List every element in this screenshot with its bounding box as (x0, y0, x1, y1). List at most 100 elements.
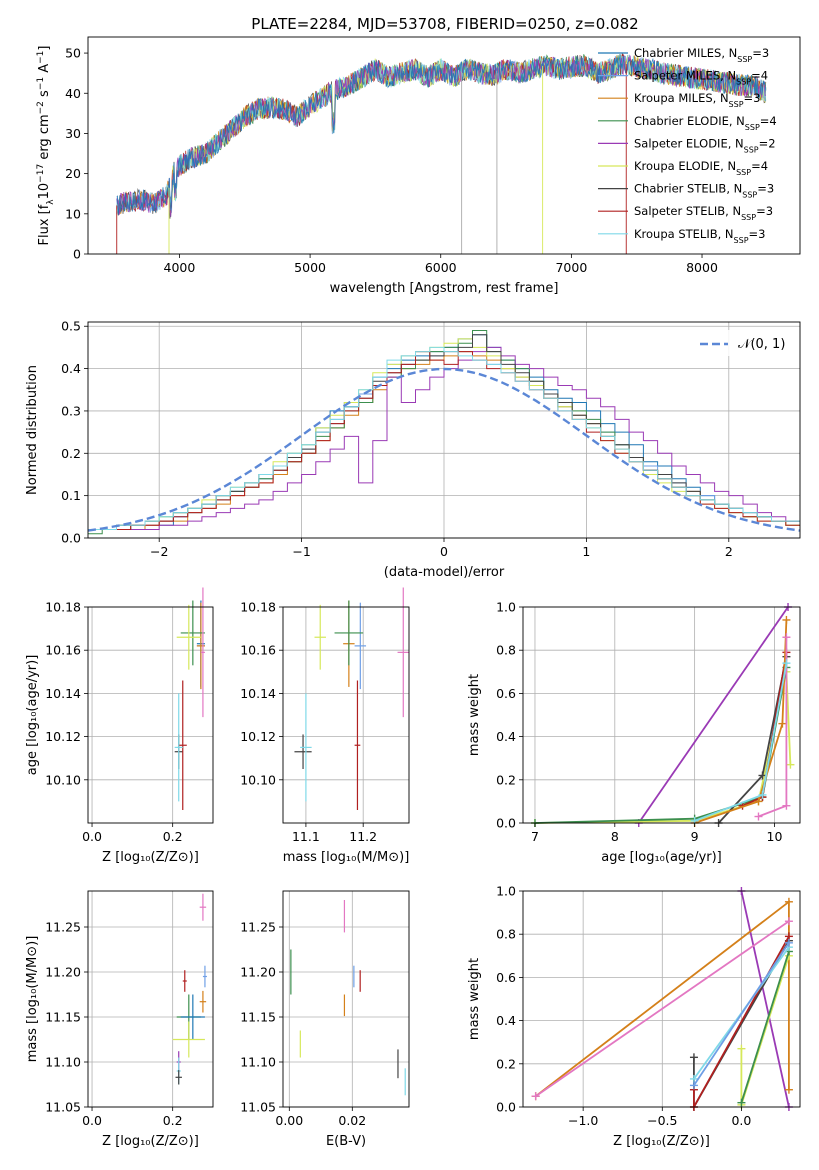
axes-mass_vs_Z: 0.0 0.2 11.05 11.10 11.15 11.20 11.25 Z [log₁₀(… (25, 890, 214, 1149)
x-tick-label: 0.2 (163, 1113, 183, 1128)
y-tick-label: 11.05 (240, 1100, 276, 1115)
axes-frame (522, 890, 801, 1108)
y-tick-label: 50 (65, 46, 81, 61)
ticks: −1.0 −0.5 0.0 0.0 0.2 0.4 0.6 0.8 1.0 (496, 884, 751, 1129)
plot-area (530, 603, 795, 827)
x-axis-label: age [log₁₀(age/yr)] (601, 850, 722, 865)
legend-label: Kroupa ELODIE, NSSP=4 (634, 159, 768, 177)
legend-entry: Salpeter STELIB, NSSP=3 (598, 204, 773, 222)
x-tick-label: −1 (292, 544, 310, 559)
legend-label: Salpeter STELIB, NSSP=3 (634, 204, 773, 222)
errorbar-point (182, 970, 187, 992)
y-tick-label: 10.16 (45, 643, 81, 658)
y-tick-label: 0.2 (496, 772, 516, 787)
legend: Chabrier MILES, NSSP=3 Salpeter MILES, NS… (598, 46, 777, 244)
plot-area (531, 887, 793, 1111)
y-tick-label: 10.12 (45, 729, 81, 744)
x-tick-label: 6000 (425, 260, 457, 275)
gridlines (88, 606, 213, 823)
plus-marker (689, 1053, 698, 1062)
y-tick-label: 0.2 (496, 1056, 516, 1071)
plot-area (174, 587, 205, 811)
errorbar-point (314, 604, 326, 670)
y-tick-label: 11.15 (45, 1010, 81, 1025)
plus-marker (784, 1085, 793, 1094)
gridlines (283, 606, 409, 823)
plus-marker (737, 1098, 746, 1107)
x-tick-label: −1.0 (568, 1113, 598, 1128)
ticks: 7 8 9 10 0.0 0.2 0.4 0.6 0.8 1.0 (496, 600, 782, 845)
figure-title: PLATE=2284, MJD=53708, FIBERID=0250, z=0… (251, 15, 638, 33)
y-tick-label: 0.0 (496, 1100, 516, 1115)
x-tick-label: 5000 (294, 260, 326, 275)
y-axis-label: mass weight (467, 958, 482, 1040)
y-tick-label: 10.14 (45, 686, 81, 701)
x-tick-label: 11.1 (292, 829, 320, 844)
weight-line-1 (740, 890, 790, 1108)
ticks: 0.0 0.2 11.05 11.10 11.15 11.20 11.25 (45, 920, 182, 1129)
plot-area (116, 53, 767, 254)
errorbar-point (176, 604, 201, 670)
y-tick-label: 0.4 (61, 361, 81, 376)
x-axis-label: wavelength [Angstrom, rest frame] (330, 281, 559, 296)
weight-line-3 (535, 920, 790, 1097)
plus-marker (784, 938, 793, 947)
spectrum-lines (116, 53, 767, 254)
errorbar-point (180, 994, 205, 1040)
plus-marker (754, 812, 763, 821)
plot-area (290, 900, 406, 1096)
plus-marker (784, 917, 793, 926)
plus-marker (782, 615, 791, 624)
histogram-9 (88, 346, 800, 530)
errorbar-point (200, 587, 205, 718)
y-axis-label: Normed distribution (25, 365, 40, 495)
errorbar-point (334, 600, 364, 666)
errorbar-point (294, 734, 312, 769)
weight-line-8 (694, 663, 788, 822)
plus-marker (782, 659, 791, 668)
x-tick-label: 7 (531, 829, 539, 844)
legend-entry: Kroupa MILES, NSSP=3 (598, 91, 760, 109)
y-tick-label: 0.8 (496, 927, 516, 942)
x-axis-label: E(B-V) (326, 1134, 366, 1149)
y-tick-label: 0 (73, 247, 81, 262)
x-tick-label: −0.5 (647, 1113, 677, 1128)
y-tick-label: 0.6 (496, 686, 516, 701)
ticks: 0.0 0.2 10.10 10.12 10.14 10.16 10.18 (45, 600, 182, 845)
x-tick-label: 0.00 (275, 1113, 303, 1128)
y-tick-label: 11.25 (45, 920, 81, 935)
y-tick-label: 0.3 (61, 403, 81, 418)
weight-line-5 (740, 951, 790, 1103)
axes-spectrum: 4000 5000 6000 7000 8000 0 10 20 30 40 50 wavelengt… (36, 36, 801, 296)
x-axis-label: (data-model)/error (384, 565, 505, 580)
axes-frame (87, 606, 214, 824)
plus-marker (758, 790, 767, 799)
weight-line-1 (637, 606, 789, 824)
x-tick-label: 2 (725, 544, 733, 559)
axes-frame (87, 36, 801, 255)
plus-marker (782, 633, 791, 642)
x-tick-label: 0 (440, 544, 448, 559)
y-tick-label: 0.2 (61, 446, 81, 461)
plot-area (294, 587, 409, 811)
legend-label: Kroupa MILES, NSSP=3 (634, 91, 760, 109)
legend-label: Salpeter ELODIE, NSSP=2 (634, 136, 776, 154)
axes-frame (87, 321, 801, 539)
errorbar-point (172, 1021, 205, 1058)
x-axis-label: Z [log₁₀(Z/Z⊙)] (613, 1134, 710, 1149)
plot-area (87, 330, 801, 535)
y-tick-label: 10.16 (240, 643, 276, 658)
legend-entry: Kroupa ELODIE, NSSP=4 (598, 159, 768, 177)
legend: 𝒩(0, 1) (690, 330, 794, 356)
y-tick-label: 0.4 (496, 1013, 516, 1028)
errorbar-point (175, 1070, 182, 1085)
x-axis-label: Z [log₁₀(Z/Z⊙)] (102, 1134, 199, 1149)
axes-frame (282, 606, 410, 824)
legend-entry: Salpeter ELODIE, NSSP=2 (598, 136, 776, 154)
x-axis-label: Z [log₁₀(Z/Z⊙)] (102, 850, 199, 865)
legend-entry: Chabrier MILES, NSSP=3 (598, 46, 769, 64)
x-tick-label: 8000 (686, 260, 718, 275)
y-tick-label: 10.12 (240, 729, 276, 744)
gridlines (283, 891, 409, 1108)
